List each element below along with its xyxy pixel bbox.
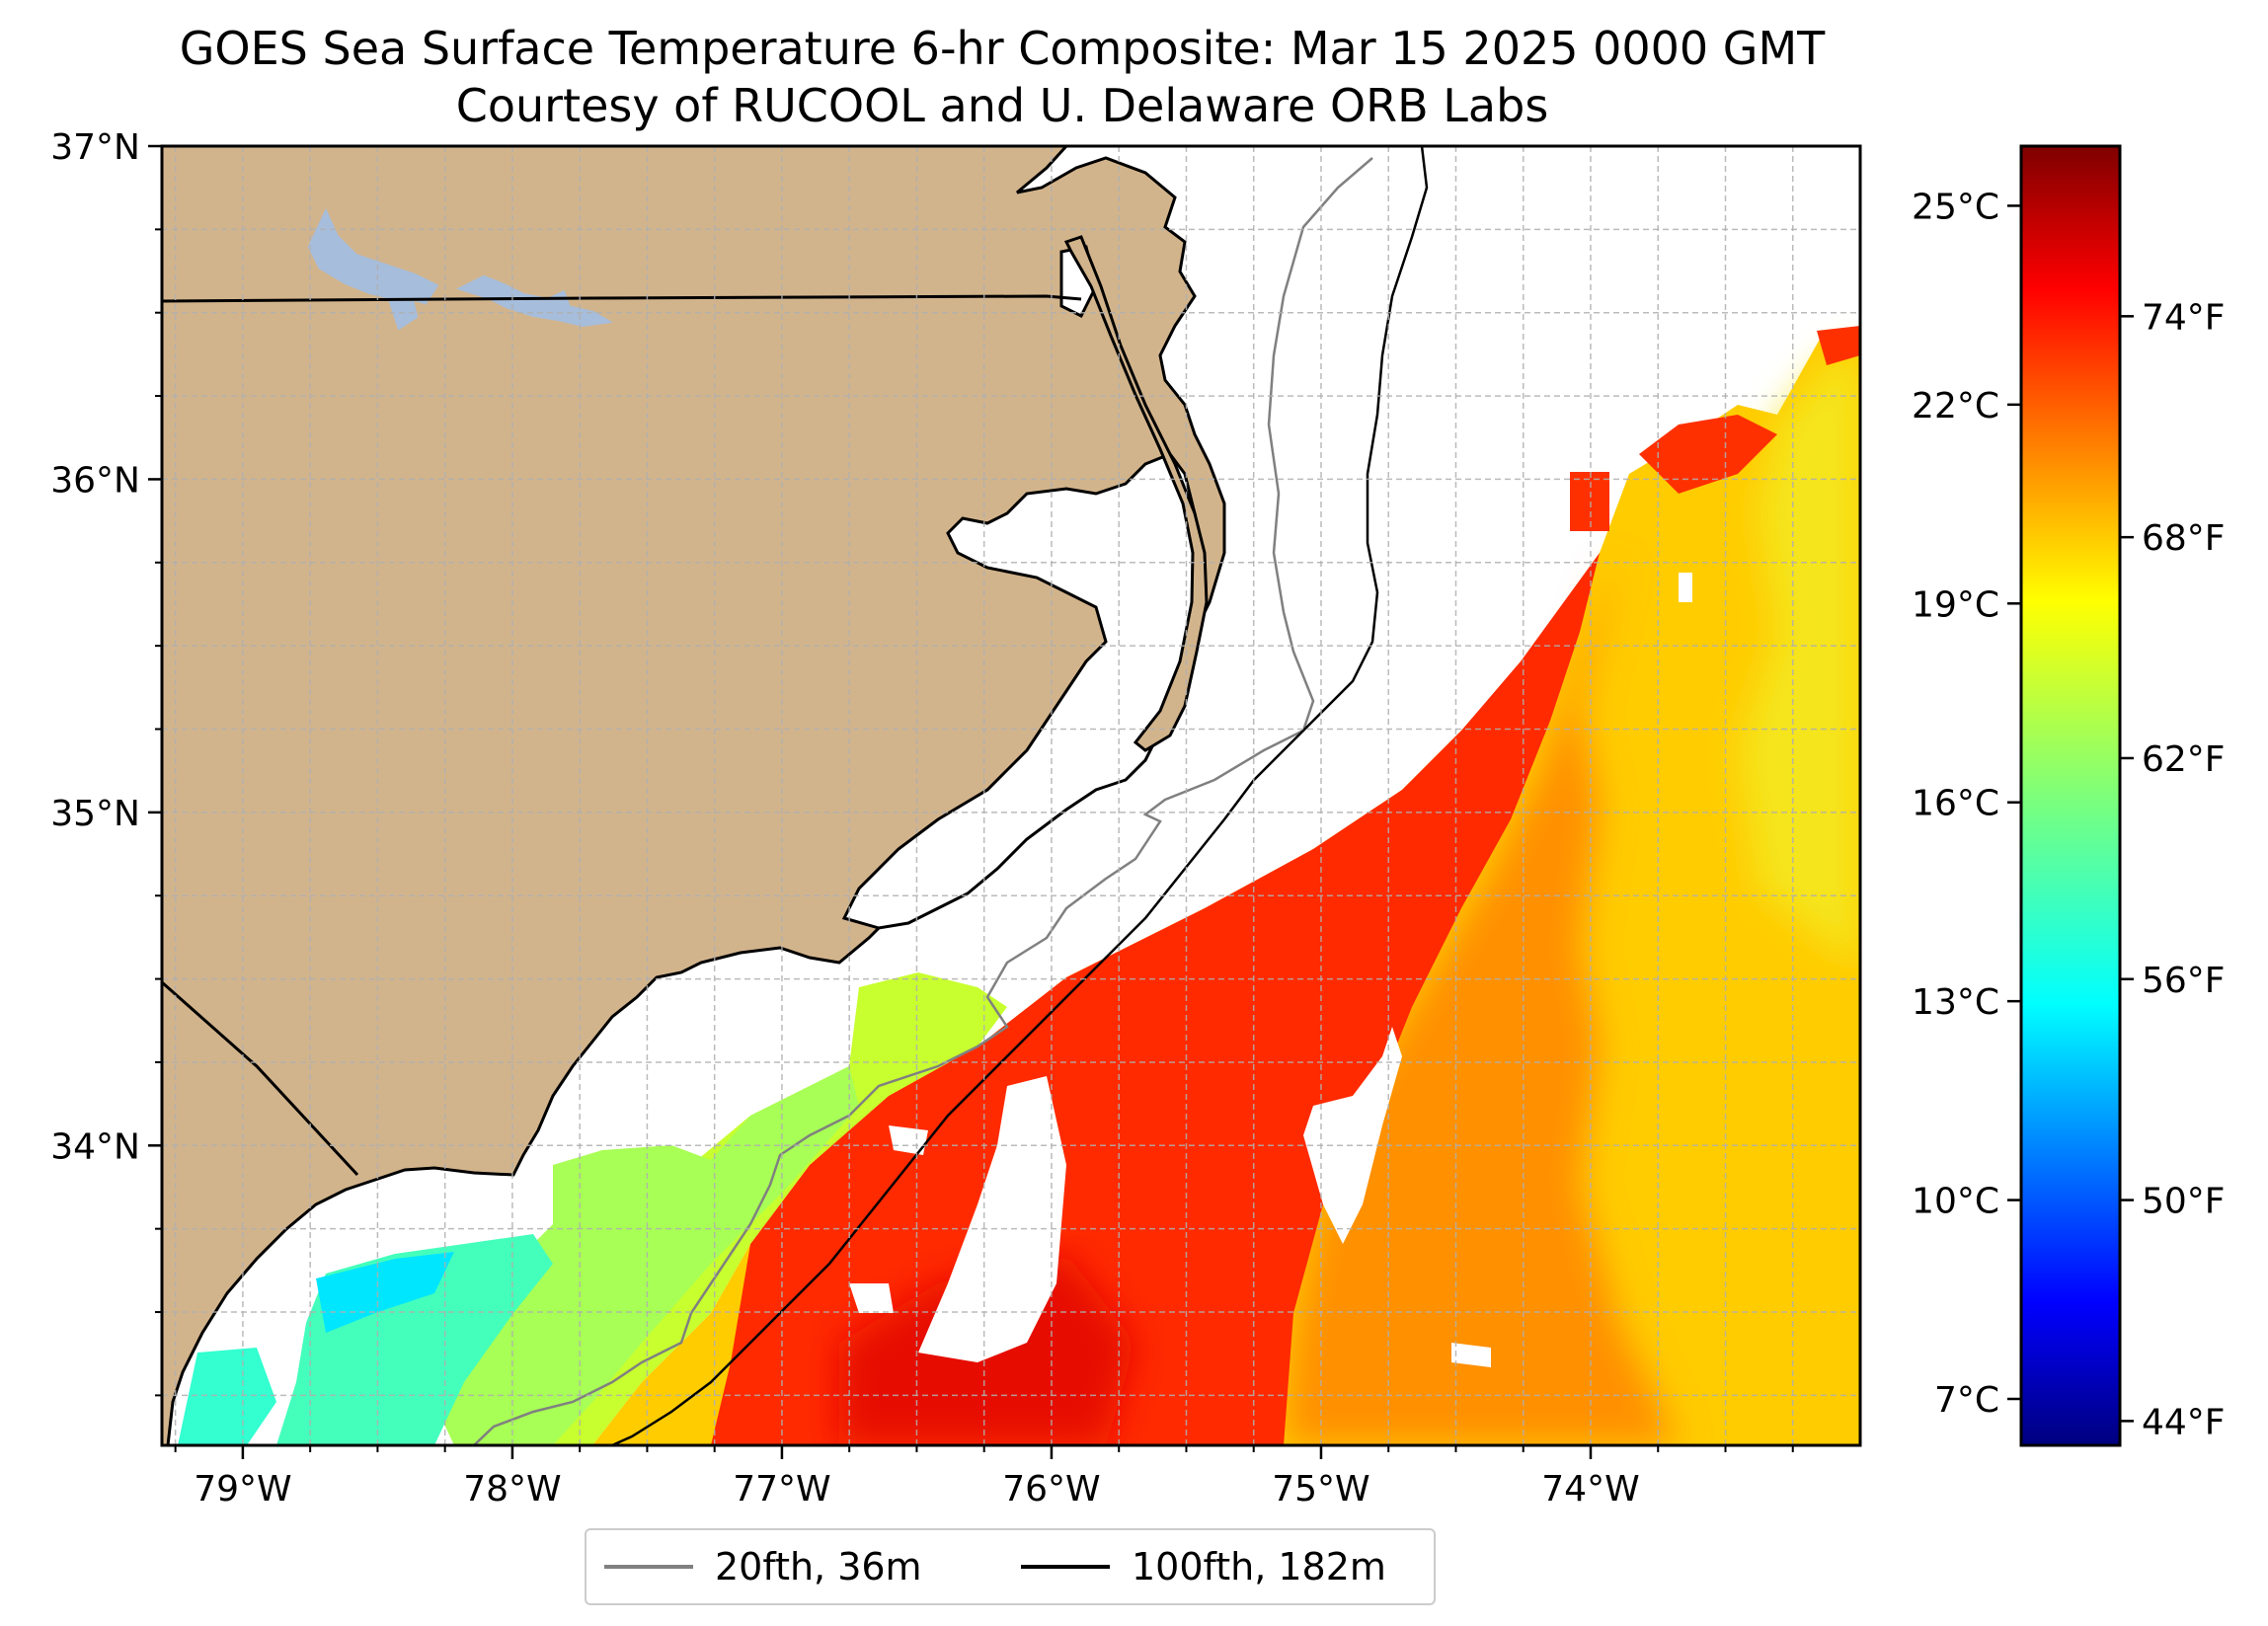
- colorbar-c-label: 13°C: [1912, 982, 1999, 1023]
- lon-tick-label: 79°W: [194, 1469, 291, 1510]
- sst-orange-belt: [1284, 553, 1679, 1445]
- sst-red-blob: [1570, 472, 1609, 531]
- colorbar-f-label: 44°F: [2142, 1402, 2226, 1442]
- isobath-20fth: [473, 157, 1373, 1445]
- colorbar-c-label: 10°C: [1912, 1182, 1999, 1222]
- isobath-100fth: [611, 146, 1429, 1445]
- sst-gulf-stream: [711, 553, 1600, 1445]
- isobath-legend: 20fth, 36m 100fth, 182m: [585, 1528, 1436, 1605]
- legend-label-20fth: 20fth, 36m: [715, 1545, 922, 1588]
- sst-yellow-patch: [1738, 355, 1860, 968]
- cloud-gap-6: [1679, 573, 1692, 602]
- outer-banks: [1063, 235, 1209, 752]
- map-frame: [160, 144, 1862, 1447]
- colorbar: [2019, 144, 2122, 1447]
- colorbar-f-label: 56°F: [2142, 961, 2226, 1001]
- sst-shelf-green: [553, 972, 1007, 1445]
- lon-tick-label: 77°W: [733, 1469, 830, 1510]
- graticule: [162, 146, 1860, 1445]
- sst-nearshore-cyan: [178, 1348, 276, 1445]
- colorbar-f-label: 62°F: [2142, 739, 2226, 780]
- cloud-gap-5: [889, 1125, 928, 1155]
- legend-line-gray: [604, 1565, 693, 1569]
- colorbar-f-label: 50°F: [2142, 1182, 2226, 1222]
- map-axis-ticks: 79°W 78°W 77°W 76°W 75°W 74°W 37°N 36°N 35°N 34°N: [50, 127, 1794, 1510]
- colorbar-c-label: 7°C: [1934, 1380, 1999, 1421]
- legend-item-100fth: 100fth, 182m: [1021, 1544, 1386, 1589]
- colorbar-c-label: 25°C: [1912, 187, 1999, 227]
- lon-tick-label: 76°W: [1002, 1469, 1100, 1510]
- lat-tick-label: 35°N: [50, 794, 140, 834]
- colorbar-c-label: 22°C: [1912, 386, 1999, 426]
- border-nc-sc: [162, 980, 359, 1177]
- cloud-gap-1: [918, 1076, 1066, 1362]
- figure-title: GOES Sea Surface Temperature 6-hr Compos…: [179, 22, 1826, 75]
- lon-tick-label: 75°W: [1272, 1469, 1369, 1510]
- colorbar-f-label: 68°F: [2142, 518, 2226, 559]
- colorbar-c-label: 16°C: [1912, 784, 1999, 824]
- colorbar-ticks: 25°C 22°C 19°C 16°C 13°C 10°C 7°C 74°F 68°F 62°F 5…: [1912, 187, 2225, 1442]
- sst-shelf-lime: [425, 1066, 859, 1445]
- colorbar-c-label: 19°C: [1912, 584, 1999, 625]
- sst-red-patch-north: [1639, 415, 1777, 494]
- legend-label-100fth: 100fth, 182m: [1132, 1545, 1386, 1588]
- map-area: [162, 146, 1860, 1445]
- legend-line-black: [1021, 1565, 1110, 1569]
- figure-subtitle: Courtesy of RUCOOL and U. Delaware ORB L…: [455, 79, 1549, 132]
- lat-tick-label: 36°N: [50, 460, 140, 501]
- lat-tick-label: 34°N: [50, 1126, 140, 1167]
- legend-item-20fth: 20fth, 36m: [604, 1544, 922, 1589]
- cloud-gap-4: [849, 1283, 894, 1313]
- lat-tick-label: 37°N: [50, 127, 140, 168]
- colorbar-f-label: 74°F: [2142, 297, 2226, 338]
- cloud-gap-3: [1451, 1343, 1491, 1367]
- lon-tick-label: 78°W: [463, 1469, 561, 1510]
- lon-tick-label: 74°W: [1541, 1469, 1639, 1510]
- sst-red-corner: [1817, 326, 1860, 365]
- cloud-gap-2: [1303, 1027, 1402, 1244]
